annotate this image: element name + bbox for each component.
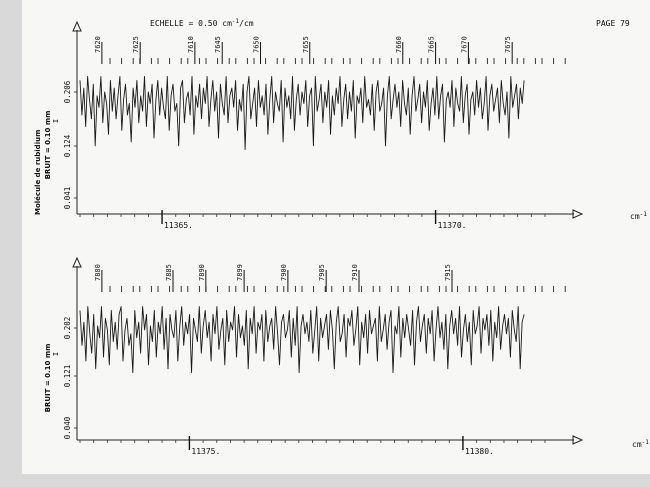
x-axis-arrow xyxy=(572,435,584,445)
y-axis-arrow xyxy=(72,20,82,32)
noise-label: BRUIT = 0.10 mm xyxy=(44,111,52,180)
y-tick-label: 0.202 xyxy=(63,317,72,340)
x-axis-arrow xyxy=(572,209,584,219)
paper-sheet xyxy=(22,0,650,474)
line-id-label: 7670 xyxy=(460,36,468,53)
line-id-label: 7899 xyxy=(236,264,244,281)
line-id-label: 7915 xyxy=(444,264,452,281)
line-id-label: 7655 xyxy=(302,36,310,53)
line-id-label: 7880 xyxy=(94,264,102,281)
side-title: Molécule de rubidium xyxy=(34,130,42,215)
line-id-label: 7645 xyxy=(214,36,222,53)
axis-mark: I xyxy=(52,352,60,356)
y-tick-label: 0.041 xyxy=(63,187,72,210)
y-tick-label: 0.040 xyxy=(63,416,72,439)
x-tick-label: 11375. xyxy=(191,447,220,456)
y-tick-label: 0.124 xyxy=(63,134,72,157)
spectrum-trace xyxy=(79,76,525,151)
x-tick-label: 11365. xyxy=(164,221,193,230)
line-id-label: 7620 xyxy=(94,36,102,53)
line-id-label: 7675 xyxy=(504,36,512,53)
x-unit-label: cm-1 xyxy=(630,211,647,221)
line-id-label: 7900 xyxy=(280,264,288,281)
line-id-label: 7885 xyxy=(165,264,173,281)
line-id-label: 7610 xyxy=(187,36,195,53)
noise-label: BRUIT = 0.10 mm xyxy=(44,344,52,413)
line-id-label: 7905 xyxy=(318,264,326,281)
line-id-label: 7665 xyxy=(428,36,436,53)
scale-label: ECHELLE = 0.50 cm-1/cm xyxy=(150,18,254,28)
x-tick-label: 11380. xyxy=(465,447,494,456)
line-id-label: 7625 xyxy=(132,36,140,53)
x-tick-label: 11370. xyxy=(438,221,467,230)
x-unit-label: cm-1 xyxy=(632,439,649,449)
axis-mark: I xyxy=(52,119,60,123)
line-id-label: 7650 xyxy=(253,36,261,53)
spectrum-trace xyxy=(79,306,525,374)
y-tick-label: 0.121 xyxy=(63,365,72,388)
y-tick-label: 0.206 xyxy=(63,80,72,103)
page-number: PAGE 79 xyxy=(596,19,630,28)
y-axis-arrow xyxy=(72,256,82,268)
line-id-label: 7660 xyxy=(395,36,403,53)
line-id-label: 7890 xyxy=(198,264,206,281)
line-id-label: 7910 xyxy=(351,264,359,281)
